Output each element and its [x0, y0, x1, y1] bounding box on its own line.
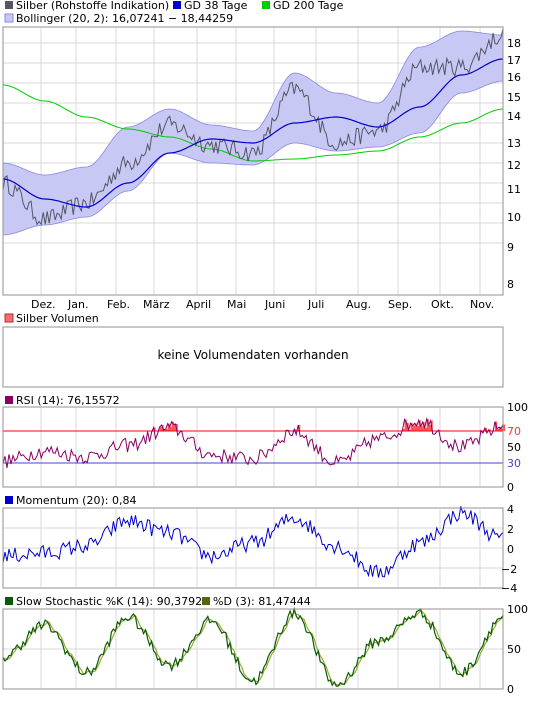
price-line	[2, 28, 504, 226]
rsi-y-tick: 50	[507, 441, 521, 454]
price-y-tick: 13	[507, 137, 521, 150]
stoch-k-line	[2, 606, 504, 687]
price-y-tick: 16	[507, 71, 521, 84]
stochastic-frame	[2, 608, 504, 690]
gd38-legend: GD 38 Tage	[184, 0, 248, 12]
bollinger-legend-swatch	[4, 13, 14, 23]
momentum-grid	[3, 507, 503, 589]
month-label: April	[186, 298, 211, 311]
price-y-tick: 11	[507, 183, 521, 196]
gd200-legend-swatch	[262, 1, 270, 9]
price-y-tick: 12	[507, 159, 521, 172]
price-y-tick: 9	[507, 241, 514, 254]
stoch-k-legend: Slow Stochastic %K (14): 90,3792	[16, 595, 202, 608]
momentum-y-tick: −2	[501, 563, 517, 576]
momentum-y-tick: 2	[507, 523, 514, 536]
price-legend: Silber (Rohstoffe Indikation)	[16, 0, 169, 12]
month-label: Mai	[227, 298, 246, 311]
gd38-line	[2, 58, 504, 208]
stoch-d-line	[2, 609, 504, 686]
momentum-line	[2, 506, 504, 578]
volume-frame	[2, 326, 504, 388]
gd38-legend-swatch	[173, 1, 181, 9]
bollinger-legend: Bollinger (20, 2): 16,07241 − 18,44259	[16, 12, 233, 25]
month-label: Juni	[264, 298, 285, 311]
month-label: Nov.	[470, 298, 494, 311]
price-y-tick: 10	[507, 211, 521, 224]
rsi-line	[2, 417, 504, 468]
rsi-y-tick: 30	[507, 457, 521, 470]
momentum-legend-swatch	[5, 496, 13, 504]
month-label: Sep.	[388, 298, 412, 311]
stoch-y-tick: 100	[507, 603, 528, 616]
stoch-k-legend-swatch	[5, 597, 13, 605]
volume-legend-swatch	[4, 313, 14, 323]
rsi-y-tick: 0	[507, 481, 514, 494]
price-frame	[2, 26, 504, 296]
bollinger-band	[2, 30, 504, 236]
month-label: Aug.	[346, 298, 371, 311]
momentum-frame	[2, 507, 504, 589]
month-label: Okt.	[431, 298, 454, 311]
rsi-legend-swatch	[5, 396, 13, 404]
price-y-tick: 8	[507, 278, 514, 291]
stochastic-grid	[3, 610, 503, 688]
rsi-y-tick: 70	[507, 425, 521, 438]
month-label: Jan.	[67, 298, 88, 311]
month-label: Feb.	[107, 298, 130, 311]
momentum-legend: Momentum (20): 0,84	[16, 494, 136, 507]
price-legend-swatch	[5, 1, 13, 9]
price-panel: Silber (Rohstoffe Indikation) GD 38 Tage…	[2, 0, 521, 311]
month-label: März	[143, 298, 170, 311]
gd200-line	[2, 84, 504, 162]
stochastic-panel: Slow Stochastic %K (14): 90,3792 %D (3):…	[2, 595, 528, 696]
rsi-legend: RSI (14): 76,15572	[16, 394, 120, 407]
price-y-tick: 15	[507, 91, 521, 104]
rsi-overbought-fill	[153, 419, 506, 431]
month-axis: Dez. Jan. Feb. März April Mai Juni Juli …	[31, 298, 494, 311]
rsi-panel: RSI (14): 76,15572 100 70 50 30 0	[2, 394, 528, 494]
volume-panel: Silber Volumen keine Volumendaten vorhan…	[2, 312, 504, 388]
volume-empty-message: keine Volumendaten vorhanden	[157, 348, 348, 362]
rsi-grid	[40, 408, 481, 486]
stoch-y-tick: 0	[507, 683, 514, 696]
momentum-panel: Momentum (20): 0,84 4 2 0 −2 −4	[2, 494, 517, 595]
volume-legend: Silber Volumen	[16, 312, 99, 325]
rsi-frame	[2, 406, 504, 488]
price-y-tick: 18	[507, 37, 521, 50]
momentum-y-tick: 4	[507, 503, 514, 516]
momentum-y-tick: 0	[507, 543, 514, 556]
rsi-y-tick: 100	[507, 401, 528, 414]
gd200-legend: GD 200 Tage	[273, 0, 344, 12]
month-label: Dez.	[31, 298, 56, 311]
month-label: Juli	[307, 298, 324, 311]
price-y-tick: 14	[507, 110, 521, 123]
stoch-y-tick: 50	[507, 643, 521, 656]
stoch-d-legend-swatch	[202, 597, 210, 605]
price-y-axis: 18 17 16 15 14 13 12 11 10 9 8	[507, 37, 521, 291]
momentum-y-tick: −4	[501, 582, 517, 595]
stoch-d-legend: %D (3): 81,47444	[213, 595, 311, 608]
price-y-tick: 17	[507, 54, 521, 67]
